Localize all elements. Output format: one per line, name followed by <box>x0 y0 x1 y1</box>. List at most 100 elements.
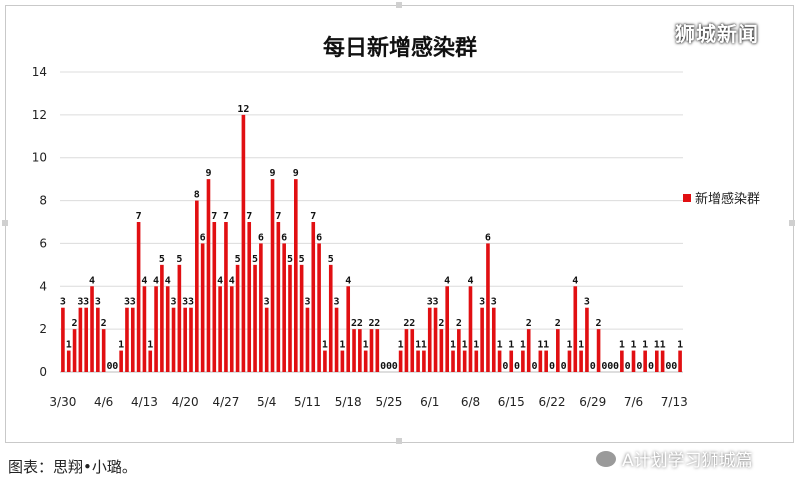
y-tick-label: 12 <box>32 108 47 122</box>
bar <box>340 350 345 372</box>
bar <box>398 350 403 372</box>
frame-handle-right <box>789 220 795 226</box>
data-label: 0 <box>106 361 112 372</box>
bar <box>200 243 205 372</box>
data-label: 4 <box>229 275 235 286</box>
bar <box>358 329 362 372</box>
bar <box>439 329 444 372</box>
bar <box>573 286 578 372</box>
bar <box>253 264 257 372</box>
bar <box>130 307 135 372</box>
data-label: 3 <box>264 297 270 308</box>
data-label: 1 <box>421 340 427 351</box>
bar <box>678 350 682 372</box>
data-label: 0 <box>112 361 118 372</box>
watermark-top: 狮城新闻 <box>675 22 759 46</box>
data-label: 3 <box>60 297 66 308</box>
data-label: 1 <box>462 340 468 351</box>
x-tick-label: 5/11 <box>294 395 321 409</box>
bar <box>474 350 479 372</box>
data-label: 7 <box>223 211 229 222</box>
data-label: 0 <box>648 361 654 372</box>
data-label: 7 <box>310 211 316 222</box>
y-tick-label: 10 <box>32 151 47 165</box>
bar <box>579 350 583 372</box>
bar <box>620 350 624 372</box>
bar <box>317 243 321 372</box>
data-label: 4 <box>572 275 578 286</box>
data-label: 2 <box>409 318 415 329</box>
bar <box>171 307 176 372</box>
data-label: 0 <box>392 361 398 372</box>
data-label: 4 <box>141 275 147 286</box>
data-label: 2 <box>438 318 444 329</box>
bar <box>160 264 164 372</box>
bar <box>538 350 543 372</box>
data-label: 1 <box>660 340 666 351</box>
data-label: 3 <box>83 297 89 308</box>
bar <box>78 307 83 372</box>
data-label: 1 <box>619 340 625 351</box>
y-tick-label: 0 <box>39 365 47 379</box>
x-tick-label: 4/27 <box>212 395 239 409</box>
bar <box>491 307 496 372</box>
data-label: 4 <box>165 275 171 286</box>
x-tick-label: 4/20 <box>172 395 199 409</box>
data-label: 3 <box>124 297 130 308</box>
bar <box>189 307 193 372</box>
data-label: 1 <box>566 340 572 351</box>
data-label: 0 <box>502 361 508 372</box>
bar <box>480 307 484 372</box>
bar <box>352 329 356 372</box>
data-label: 8 <box>194 190 200 201</box>
bar <box>521 350 525 372</box>
bar <box>61 307 65 372</box>
data-label: 0 <box>636 361 642 372</box>
data-label: 0 <box>380 361 386 372</box>
data-label: 3 <box>427 297 433 308</box>
x-tick-label: 5/18 <box>335 395 362 409</box>
data-label: 6 <box>316 232 322 243</box>
wechat-icon <box>596 450 616 467</box>
legend-label: 新增感染群 <box>695 192 761 207</box>
bar <box>433 307 438 372</box>
bar <box>328 264 333 372</box>
data-label: 1 <box>415 340 421 351</box>
y-tick-label: 6 <box>39 236 47 250</box>
data-label: 3 <box>130 297 136 308</box>
data-label: 9 <box>293 168 299 179</box>
data-label: 2 <box>374 318 380 329</box>
bar <box>509 350 514 372</box>
bar <box>526 329 531 372</box>
bar <box>631 350 636 372</box>
data-label: 4 <box>345 275 351 286</box>
bar <box>288 264 292 372</box>
bar <box>259 243 263 372</box>
data-label: 3 <box>171 297 177 308</box>
data-label: 0 <box>590 361 596 372</box>
data-label: 1 <box>630 340 636 351</box>
data-label: 5 <box>328 254 334 265</box>
bar <box>334 307 339 372</box>
data-label: 4 <box>444 275 450 286</box>
data-label: 3 <box>479 297 485 308</box>
data-label: 1 <box>497 340 503 351</box>
bar <box>212 222 217 372</box>
x-tick-label: 6/22 <box>539 395 566 409</box>
data-label: 5 <box>252 254 258 265</box>
bar <box>177 264 182 372</box>
data-label: 1 <box>642 340 648 351</box>
bar <box>96 307 100 372</box>
y-tick-label: 14 <box>32 65 47 79</box>
data-label: 3 <box>433 297 439 308</box>
x-tick-label: 4/13 <box>131 395 158 409</box>
data-label: 0 <box>532 361 538 372</box>
bar <box>346 286 351 372</box>
bar <box>567 350 572 372</box>
data-label: 5 <box>299 254 305 265</box>
legend: 新增感染群 <box>683 188 760 207</box>
bar <box>148 350 153 372</box>
bar <box>125 307 129 372</box>
bar <box>101 329 106 372</box>
bar <box>451 350 455 372</box>
